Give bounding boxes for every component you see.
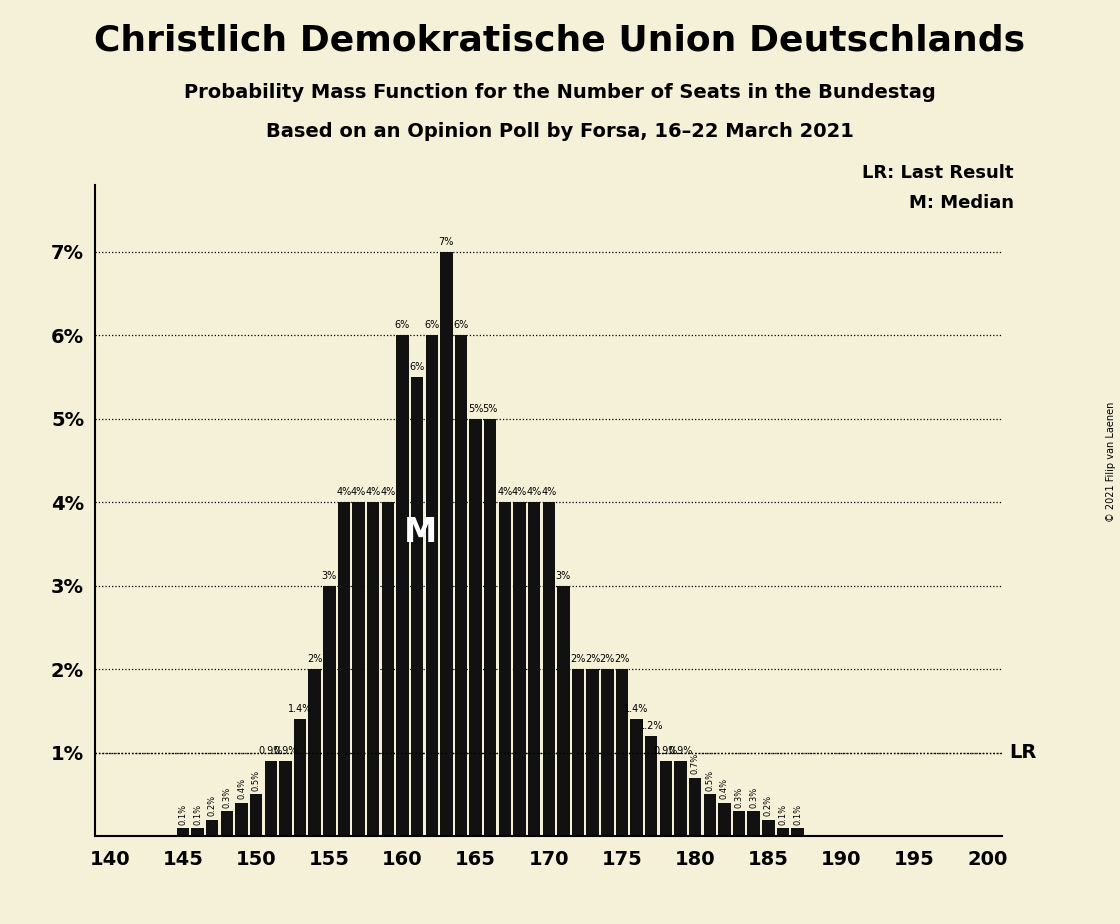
Bar (279, 761, 291, 836)
Text: 0.3%: 0.3% (223, 786, 232, 808)
Text: 5%: 5% (483, 404, 498, 414)
Text: 4%: 4% (512, 487, 528, 497)
Text: 4%: 4% (541, 487, 557, 497)
Bar (353, 502, 365, 836)
Text: 6%: 6% (454, 320, 468, 330)
Bar (674, 761, 687, 836)
Text: 0.4%: 0.4% (720, 778, 729, 799)
Bar (558, 586, 570, 836)
Text: LR: LR (1010, 743, 1037, 762)
Text: 7%: 7% (439, 237, 454, 247)
Bar (528, 502, 540, 836)
Bar (192, 828, 204, 836)
Bar (776, 828, 790, 836)
Text: 0.1%: 0.1% (778, 803, 787, 824)
Text: 6%: 6% (410, 362, 424, 371)
Bar (703, 795, 716, 836)
Text: LR: Last Result: LR: Last Result (862, 164, 1014, 182)
Bar (264, 761, 277, 836)
Bar (762, 820, 775, 836)
Text: 4%: 4% (497, 487, 513, 497)
Bar (426, 335, 438, 836)
Bar (221, 811, 233, 836)
Bar (498, 502, 511, 836)
Text: M: Median: M: Median (908, 194, 1014, 212)
Bar (542, 502, 556, 836)
Bar (455, 335, 467, 836)
Text: 2%: 2% (614, 654, 629, 664)
Text: 2%: 2% (585, 654, 600, 664)
Bar (732, 811, 745, 836)
Text: 2%: 2% (570, 654, 586, 664)
Bar (631, 719, 643, 836)
Text: 0.2%: 0.2% (207, 795, 217, 816)
Bar (177, 828, 189, 836)
Bar (469, 419, 482, 836)
Bar (235, 803, 248, 836)
Text: 0.9%: 0.9% (273, 746, 298, 756)
Text: 1.4%: 1.4% (288, 704, 312, 714)
Text: 4%: 4% (351, 487, 366, 497)
Bar (396, 335, 409, 836)
Text: 6%: 6% (395, 320, 410, 330)
Text: Probability Mass Function for the Number of Seats in the Bundestag: Probability Mass Function for the Number… (184, 83, 936, 103)
Text: 4%: 4% (526, 487, 542, 497)
Bar (338, 502, 351, 836)
Text: Christlich Demokratische Union Deutschlands: Christlich Demokratische Union Deutschla… (94, 23, 1026, 57)
Text: 0.3%: 0.3% (735, 786, 744, 808)
Text: 1.2%: 1.2% (640, 721, 663, 731)
Bar (411, 377, 423, 836)
Text: 0.5%: 0.5% (252, 770, 261, 791)
Bar (367, 502, 380, 836)
Bar (616, 669, 628, 836)
Bar (484, 419, 496, 836)
Text: 0.1%: 0.1% (793, 803, 802, 824)
Bar (601, 669, 614, 836)
Text: 1.4%: 1.4% (625, 704, 648, 714)
Bar (206, 820, 218, 836)
Text: 4%: 4% (365, 487, 381, 497)
Text: 0.3%: 0.3% (749, 786, 758, 808)
Text: 0.9%: 0.9% (669, 746, 692, 756)
Bar (572, 669, 585, 836)
Bar (718, 803, 730, 836)
Text: 0.5%: 0.5% (706, 770, 715, 791)
Bar (440, 251, 452, 836)
Text: 6%: 6% (424, 320, 439, 330)
Text: 2%: 2% (307, 654, 323, 664)
Text: 0.4%: 0.4% (237, 778, 246, 799)
Text: Based on an Opinion Poll by Forsa, 16–22 March 2021: Based on an Opinion Poll by Forsa, 16–22… (267, 122, 853, 141)
Bar (250, 795, 262, 836)
Bar (587, 669, 599, 836)
Text: 0.9%: 0.9% (654, 746, 678, 756)
Bar (293, 719, 306, 836)
Text: 2%: 2% (599, 654, 615, 664)
Text: 0.2%: 0.2% (764, 795, 773, 816)
Text: 4%: 4% (380, 487, 395, 497)
Bar (513, 502, 525, 836)
Bar (660, 761, 672, 836)
Text: 0.9%: 0.9% (259, 746, 283, 756)
Bar (689, 778, 701, 836)
Text: 0.7%: 0.7% (691, 753, 700, 774)
Bar (382, 502, 394, 836)
Text: 3%: 3% (321, 571, 337, 580)
Text: © 2021 Filip van Laenen: © 2021 Filip van Laenen (1107, 402, 1116, 522)
Text: M: M (403, 516, 437, 549)
Text: 0.1%: 0.1% (178, 803, 187, 824)
Text: 0.1%: 0.1% (193, 803, 202, 824)
Bar (792, 828, 804, 836)
Bar (308, 669, 321, 836)
Bar (747, 811, 759, 836)
Text: 3%: 3% (556, 571, 571, 580)
Bar (323, 586, 336, 836)
Text: 5%: 5% (468, 404, 484, 414)
Text: 4%: 4% (336, 487, 352, 497)
Bar (645, 736, 657, 836)
